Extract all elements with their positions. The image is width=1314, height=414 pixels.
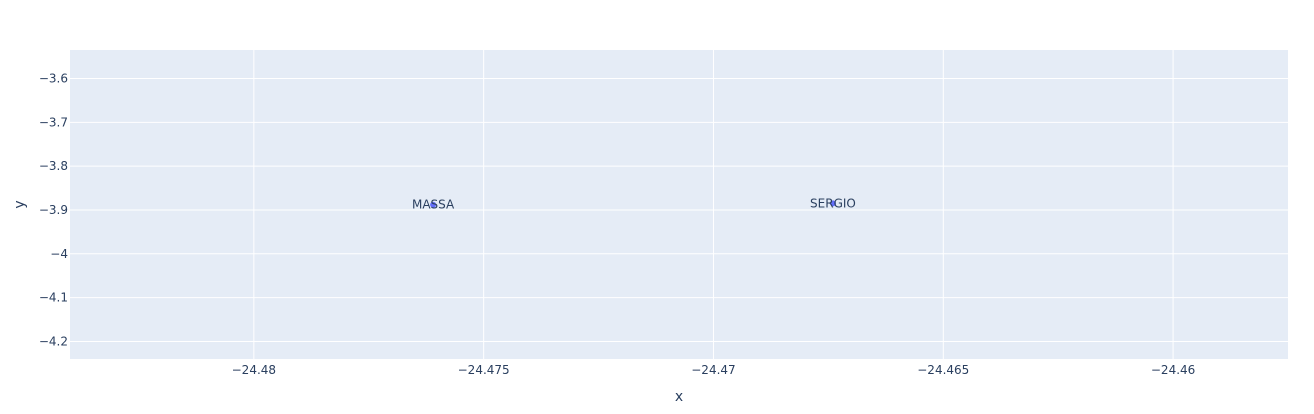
data-points: MASSA SERGIO bbox=[412, 196, 856, 211]
grid bbox=[70, 50, 1288, 359]
y-tick-label: −3.7 bbox=[39, 115, 68, 129]
y-axis-ticks: −3.6 −3.7 −3.8 −3.9 −4 −4.1 −4.2 bbox=[39, 71, 68, 348]
y-axis-title: y bbox=[12, 200, 28, 208]
x-axis-ticks: −24.48 −24.475 −24.47 −24.465 −24.46 bbox=[232, 363, 1196, 377]
data-point[interactable] bbox=[430, 201, 437, 208]
x-axis-title: x bbox=[675, 389, 683, 405]
x-tick-label: −24.47 bbox=[691, 363, 735, 377]
y-tick-label: −3.6 bbox=[39, 71, 68, 85]
y-tick-label: −3.9 bbox=[39, 203, 68, 217]
y-tick-label: −4.1 bbox=[39, 291, 68, 305]
x-tick-label: −24.46 bbox=[1151, 363, 1195, 377]
plot-area bbox=[70, 50, 1288, 359]
point-label: SERGIO bbox=[810, 196, 856, 210]
y-tick-label: −4.2 bbox=[39, 334, 68, 348]
x-tick-label: −24.48 bbox=[232, 363, 276, 377]
x-tick-label: −24.475 bbox=[458, 363, 510, 377]
data-point[interactable] bbox=[829, 200, 836, 207]
x-tick-label: −24.465 bbox=[917, 363, 969, 377]
y-tick-label: −4 bbox=[50, 247, 68, 261]
point-label: MASSA bbox=[412, 198, 455, 212]
y-tick-label: −3.8 bbox=[39, 159, 68, 173]
